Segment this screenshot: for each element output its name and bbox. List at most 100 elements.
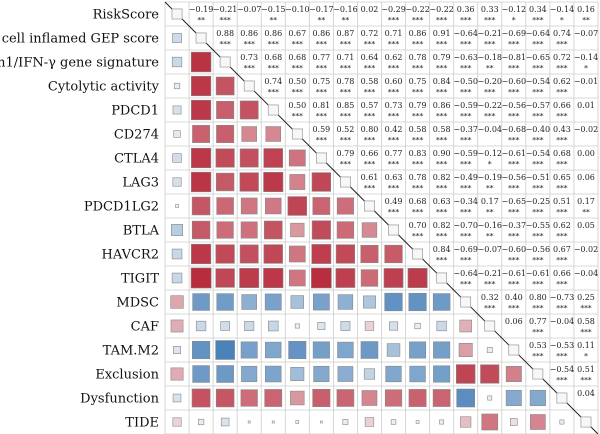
correlation-square — [216, 365, 234, 383]
significance-label: *** — [532, 304, 544, 313]
correlation-square — [287, 196, 308, 216]
significance-label: *** — [316, 64, 328, 73]
diagonal-square — [219, 56, 231, 68]
significance-label: *** — [220, 40, 232, 49]
significance-label: ** — [197, 16, 205, 25]
correlation-square — [363, 368, 376, 380]
coefficient-label: −0.51 — [526, 173, 551, 182]
significance-label: *** — [460, 160, 472, 169]
coefficient-label: −0.60 — [502, 77, 527, 86]
correlation-square — [340, 321, 351, 331]
correlation-square — [505, 366, 522, 382]
significance-label: *** — [556, 376, 568, 385]
correlation-square — [337, 294, 354, 310]
significance-label: * — [512, 16, 516, 25]
coefficient-label: −0.69 — [453, 245, 478, 254]
significance-label: *** — [508, 64, 520, 73]
significance-label: *** — [508, 184, 520, 193]
coefficient-label: −0.01 — [574, 77, 599, 86]
correlation-square — [364, 321, 375, 331]
correlation-square — [171, 272, 183, 284]
coefficient-label: −0.68 — [502, 125, 527, 134]
correlation-square — [320, 420, 323, 424]
coefficient-label: −0.16 — [333, 5, 358, 14]
correlation-square — [337, 366, 354, 382]
significance-label: *** — [388, 112, 400, 121]
coefficient-label: 0.51 — [553, 197, 571, 206]
significance-label: *** — [292, 88, 304, 97]
coefficient-label: −0.19 — [477, 173, 502, 182]
coefficient-label: −0.50 — [453, 77, 478, 86]
significance-label: *** — [244, 40, 256, 49]
correlation-square — [432, 389, 451, 407]
diagonal-square — [556, 392, 568, 404]
coefficient-label: 0.49 — [385, 197, 403, 206]
correlation-square — [192, 125, 211, 143]
significance-label: *** — [436, 232, 448, 241]
correlation-square — [241, 126, 257, 142]
row-label: PDCD1LG2 — [84, 200, 159, 215]
coefficient-label: 0.64 — [361, 53, 379, 62]
correlation-square — [529, 389, 546, 407]
correlation-square — [335, 268, 356, 288]
correlation-square — [172, 153, 182, 163]
significance-label: *** — [532, 40, 544, 49]
correlation-square — [173, 130, 181, 138]
correlation-square — [190, 267, 212, 289]
significance-label: *** — [508, 112, 520, 121]
coefficient-label: −0.60 — [502, 245, 527, 254]
significance-label: *** — [556, 136, 568, 145]
coefficient-label: 0.75 — [312, 77, 330, 86]
correlation-square — [170, 295, 184, 309]
correlation-square — [215, 172, 235, 192]
significance-label: *** — [340, 136, 352, 145]
significance-label: *** — [412, 136, 424, 145]
significance-label: *** — [460, 88, 472, 97]
coefficient-label: −0.61 — [502, 149, 527, 158]
coefficient-label: 0.58 — [577, 317, 595, 326]
coefficient-label: −0.14 — [574, 53, 599, 62]
correlation-square — [311, 244, 332, 264]
correlation-square — [460, 416, 472, 428]
coefficient-label: 0.52 — [337, 125, 355, 134]
coefficient-label: −0.14 — [550, 5, 575, 14]
correlation-square — [336, 197, 354, 215]
coefficient-label: 0.79 — [409, 101, 427, 110]
significance-label: *** — [364, 88, 376, 97]
correlation-square — [239, 100, 259, 120]
correlation-square — [311, 220, 331, 240]
significance-label: *** — [460, 64, 472, 73]
diagonal-square — [580, 416, 592, 428]
significance-label: *** — [556, 352, 568, 361]
correlation-square — [192, 365, 210, 383]
significance-label: *** — [364, 64, 376, 73]
correlation-square — [191, 388, 211, 408]
coefficient-label: −0.07 — [237, 5, 262, 14]
significance-label: ** — [486, 208, 494, 217]
significance-label: * — [560, 16, 564, 25]
correlation-square — [384, 389, 403, 407]
coefficient-label: −0.37 — [453, 125, 478, 134]
significance-label: *** — [364, 112, 376, 121]
significance-label: *** — [460, 232, 472, 241]
significance-label: *** — [484, 16, 496, 25]
correlation-square — [409, 341, 427, 359]
diagonal-square — [436, 272, 447, 284]
row-label: Cytolytic activity — [48, 80, 160, 95]
significance-label: ** — [270, 16, 278, 25]
coefficient-label: 0.77 — [529, 317, 547, 326]
correlation-square — [389, 321, 399, 331]
coefficient-label: 0.60 — [385, 77, 403, 86]
coefficient-label: 0.42 — [385, 125, 403, 134]
coefficient-label: −0.54 — [550, 365, 575, 374]
correlation-square — [191, 75, 212, 97]
coefficient-label: 0.71 — [337, 53, 355, 62]
correlation-square — [342, 419, 349, 425]
coefficient-label: 0.80 — [529, 293, 547, 302]
correlation-square — [172, 177, 182, 187]
correlation-square — [191, 220, 211, 240]
significance-label: *** — [556, 64, 568, 73]
significance-label: *** — [412, 208, 424, 217]
coefficient-label: 0.79 — [337, 149, 355, 158]
row-label: CD274 — [114, 128, 159, 143]
